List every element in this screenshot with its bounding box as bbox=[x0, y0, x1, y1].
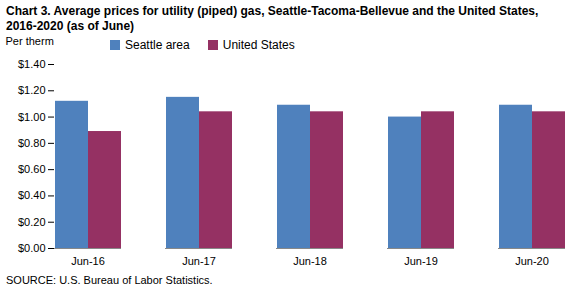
svg-text:$0.00: $0.00 bbox=[18, 242, 46, 254]
svg-text:$1.20: $1.20 bbox=[18, 84, 46, 96]
svg-text:Jun-17: Jun-17 bbox=[182, 255, 216, 267]
svg-text:Jun-16: Jun-16 bbox=[71, 255, 105, 267]
svg-text:$0.80: $0.80 bbox=[18, 137, 46, 149]
svg-text:$0.40: $0.40 bbox=[18, 189, 46, 201]
svg-text:Per therm: Per therm bbox=[6, 35, 54, 47]
svg-text:$1.40: $1.40 bbox=[18, 58, 46, 70]
svg-text:$0.20: $0.20 bbox=[18, 216, 46, 228]
svg-text:$1.00: $1.00 bbox=[18, 111, 46, 123]
html-text:SOURCE: U.S. Bureau of Labor S: SOURCE: U.S. Bureau of Labor Statistics. bbox=[6, 274, 213, 286]
svg-text:Jun-20: Jun-20 bbox=[515, 255, 549, 267]
svg-text:$0.60: $0.60 bbox=[18, 163, 46, 175]
html-text:United States: United States bbox=[222, 38, 295, 52]
svg-text:Jun-18: Jun-18 bbox=[293, 255, 327, 267]
svg-text:Jun-19: Jun-19 bbox=[404, 255, 438, 267]
html-text:Seattle area: Seattle area bbox=[125, 38, 190, 52]
html-text:Chart 3. Average prices for ut: Chart 3. Average prices for utility (pip… bbox=[6, 4, 539, 33]
